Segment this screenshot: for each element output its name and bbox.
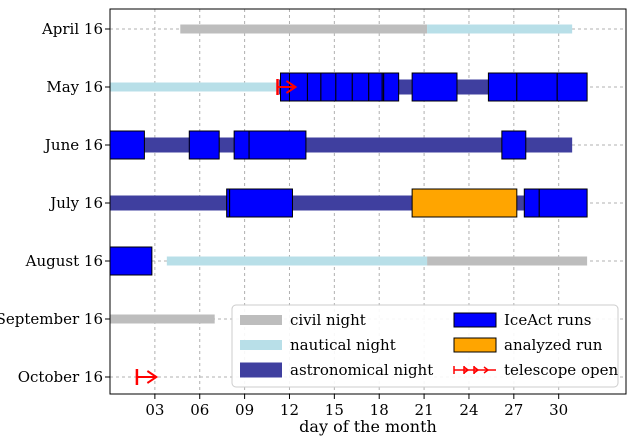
legend-label: analyzed run [504,336,603,354]
iceact-run-bar [306,72,322,102]
plot-frame [109,8,627,395]
y-tick-label: September 16 [0,310,103,328]
legend-swatch [453,312,497,328]
iceact-run-bar [523,188,540,218]
nautical-night-band [427,24,573,34]
legend-item-nautical-night: nautical night [240,336,396,354]
legend: civil night nautical night astronomical ni… [231,304,619,388]
legend-label: astronomical night [290,361,433,379]
iceact-run-bar [411,72,458,102]
legend-item-iceact-runs: IceAct runs [453,311,591,329]
x-tick-label: 15 [325,401,344,419]
telescope-open-marker [276,79,298,95]
legend-label: telescope open [504,361,618,379]
legend-swatch [453,337,497,353]
iceact-run-bar [351,72,370,102]
iceact-run-bar [556,72,588,102]
iceact-run-bar [233,130,250,160]
analyzed-run-bar [411,188,518,218]
series-layer [109,24,588,385]
legend-item-telescope-open: telescope open [453,361,618,379]
x-tick-label: 18 [370,401,389,419]
x-tick-label: 30 [549,401,568,419]
civil-night-band [180,24,428,34]
x-tick-label: 21 [415,401,434,419]
legend-swatch [240,315,282,325]
iceact-run-bar [368,72,383,102]
x-tick-label: 06 [190,401,209,419]
iceact-run-bar [188,130,220,160]
x-tick-label: 12 [280,401,299,419]
x-axis-label: day of the month [299,417,437,436]
nautical-night-band [110,82,280,92]
iceact-run-bar [229,188,293,218]
iceact-run-bar [487,72,518,102]
y-tick-label: August 16 [25,252,103,270]
y-tick-label: May 16 [46,78,103,96]
astronomical-night-band [110,137,573,153]
legend-item-astronomical-night: astronomical night [240,361,433,379]
legend-label: nautical night [290,336,396,354]
nautical-night-band [166,256,428,266]
iceact-run-bar [109,246,153,276]
legend-label: IceAct runs [504,311,591,329]
civil-night-band [427,256,588,266]
x-tick-label: 27 [504,401,523,419]
y-tick-label: October 16 [18,368,103,386]
iceact-run-bar [501,130,527,160]
legend-box [231,304,619,388]
telescope-open-marker [135,369,159,385]
x-tick-label: 24 [459,401,478,419]
x-tick-label: 09 [235,401,254,419]
iceact-run-bar [335,72,353,102]
legend-swatch [240,340,282,350]
legend-swatch [240,362,282,378]
legend-label: civil night [290,311,366,329]
iceact-run-bar [383,72,400,102]
axes: 03 06 09 12 15 18 21 24 27 30 April 16 May 16 June 1… [0,20,568,419]
iceact-run-bar [248,130,307,160]
iceact-run-bar [109,130,145,160]
y-tick-label: July 16 [48,194,103,212]
legend-item-civil-night: civil night [240,311,366,329]
legend-item-analyzed-run: analyzed run [453,336,603,354]
civil-night-band [110,314,215,324]
iceact-run-bar [516,72,558,102]
x-tick-label: 03 [145,401,164,419]
y-tick-label: April 16 [41,20,103,38]
iceact-run-bar [320,72,337,102]
y-tick-label: June 16 [43,136,103,154]
iceact-run-bar [538,188,588,218]
